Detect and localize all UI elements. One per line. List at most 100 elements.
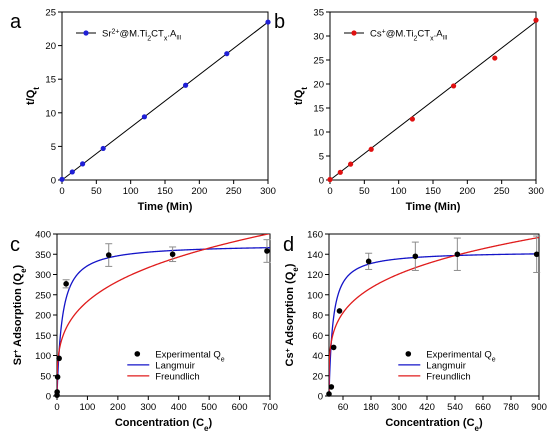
panel-letter: d xyxy=(283,234,294,256)
x-tick-label: 300 xyxy=(391,402,407,413)
legend-marker xyxy=(351,30,357,36)
data-point xyxy=(368,146,374,152)
x-tick-label: 780 xyxy=(503,402,519,413)
x-tick-label: 200 xyxy=(191,186,207,197)
experimental-point xyxy=(169,251,176,258)
y-tick-label: 10 xyxy=(313,128,324,139)
x-tick-label: 200 xyxy=(459,186,475,197)
data-point xyxy=(59,176,65,182)
data-point xyxy=(100,145,106,152)
y-tick-label: 300 xyxy=(35,270,51,281)
experimental-point xyxy=(264,248,270,254)
experimental-point xyxy=(54,374,61,380)
y-tick-label: 100 xyxy=(307,290,323,301)
x-axis-label: Time (Min) xyxy=(406,201,461,213)
y-tick-label: 50 xyxy=(40,371,51,382)
legend-label-experimental: Experimental Qe xyxy=(426,349,495,363)
freundlich-curve xyxy=(329,236,539,396)
experimental-point xyxy=(365,258,372,265)
data-point xyxy=(348,161,354,167)
panel-d: d 60 180 300 420 540 660 780 900 0 20 40 60 80 100 120 1… xyxy=(283,230,547,433)
y-tick-label: 40 xyxy=(312,351,323,362)
panel-b: b 0 50 100 150 200 250 300 0 5 10 15 20 25 30 35 Time (M… xyxy=(274,8,544,214)
x-tick-label: 150 xyxy=(425,186,441,197)
x-tick-label: 0 xyxy=(59,186,64,197)
y-axis-label: Sr+ Adsorption (Qe) xyxy=(12,264,28,365)
y-axis-label: t/Qt xyxy=(25,87,41,105)
data-point xyxy=(183,82,189,88)
x-tick-label: 700 xyxy=(262,402,278,413)
x-tick-label: 200 xyxy=(110,402,126,413)
x-tick-label: 250 xyxy=(226,186,242,197)
x-tick-label: 900 xyxy=(531,402,547,413)
x-tick-label: 300 xyxy=(140,402,156,413)
legend-label-langmuir: Langmuir xyxy=(426,360,466,371)
experimental-point xyxy=(454,251,461,258)
experimental-point xyxy=(328,384,335,390)
y-tick-label: 80 xyxy=(312,311,323,322)
y-tick-label: 0 xyxy=(319,176,324,187)
x-tick-label: 500 xyxy=(201,402,217,413)
y-tick-label: 60 xyxy=(312,331,323,342)
data-point xyxy=(80,161,86,167)
x-tick-label: 300 xyxy=(528,186,544,197)
legend-marker xyxy=(405,351,412,357)
panel-letter: a xyxy=(10,11,22,33)
experimental-point xyxy=(533,251,540,258)
y-tick-label: 30 xyxy=(313,32,324,43)
data-point xyxy=(224,51,230,57)
x-tick-label: 60 xyxy=(338,402,349,413)
y-tick-label: 400 xyxy=(35,230,51,241)
x-tick-label: 150 xyxy=(157,186,173,197)
y-tick-label: 5 xyxy=(51,142,56,153)
fit-line xyxy=(61,21,269,181)
y-tick-label: 35 xyxy=(313,8,324,19)
fit-line xyxy=(329,21,537,181)
experimental-point xyxy=(63,281,69,287)
data-point xyxy=(69,169,75,175)
x-tick-label: 100 xyxy=(391,186,407,197)
freundlich-curve xyxy=(57,234,270,396)
panel-letter: c xyxy=(10,234,20,256)
x-tick-label: 100 xyxy=(79,402,95,413)
data-point xyxy=(451,83,457,89)
y-tick-label: 0 xyxy=(51,176,56,187)
y-tick-label: 100 xyxy=(35,351,51,362)
x-tick-label: 250 xyxy=(494,186,510,197)
langmuir-curve xyxy=(57,247,270,396)
y-tick-label: 25 xyxy=(313,56,324,67)
legend-label-freundlich: Freundlich xyxy=(426,371,470,382)
experimental-point xyxy=(105,252,112,258)
data-point xyxy=(337,169,343,175)
y-tick-label: 140 xyxy=(307,250,323,261)
y-tick-label: 150 xyxy=(35,331,51,342)
langmuir-curve xyxy=(329,253,539,396)
y-tick-label: 5 xyxy=(319,152,324,163)
y-tick-label: 160 xyxy=(307,230,323,241)
legend-label: Sr2+@M.Ti2CTx.AIII xyxy=(102,28,182,42)
y-tick-label: 20 xyxy=(312,371,323,382)
experimental-point xyxy=(326,391,332,397)
y-axis-label: t/Qt xyxy=(293,87,309,105)
data-point xyxy=(409,116,415,122)
legend-marker xyxy=(83,30,89,36)
x-tick-label: 420 xyxy=(419,402,435,413)
legend-marker xyxy=(134,351,141,357)
x-tick-label: 0 xyxy=(54,402,59,413)
panel-letter: b xyxy=(274,11,285,33)
data-point xyxy=(327,176,333,183)
x-axis-label: Concentration (Ce) xyxy=(385,417,483,433)
y-tick-label: 10 xyxy=(45,108,56,119)
x-tick-label: 50 xyxy=(359,186,370,197)
panel-a: a 0 50 100 150 200 250 300 0 5 10 15 20 25 Time (Min) t… xyxy=(10,8,276,214)
x-tick-label: 540 xyxy=(447,402,463,413)
x-tick-label: 300 xyxy=(260,186,276,197)
experimental-point xyxy=(336,308,343,314)
y-tick-label: 250 xyxy=(35,290,51,301)
y-tick-label: 120 xyxy=(307,270,323,281)
experimental-point xyxy=(330,344,337,351)
experimental-point xyxy=(54,389,60,395)
experimental-point xyxy=(412,253,419,260)
